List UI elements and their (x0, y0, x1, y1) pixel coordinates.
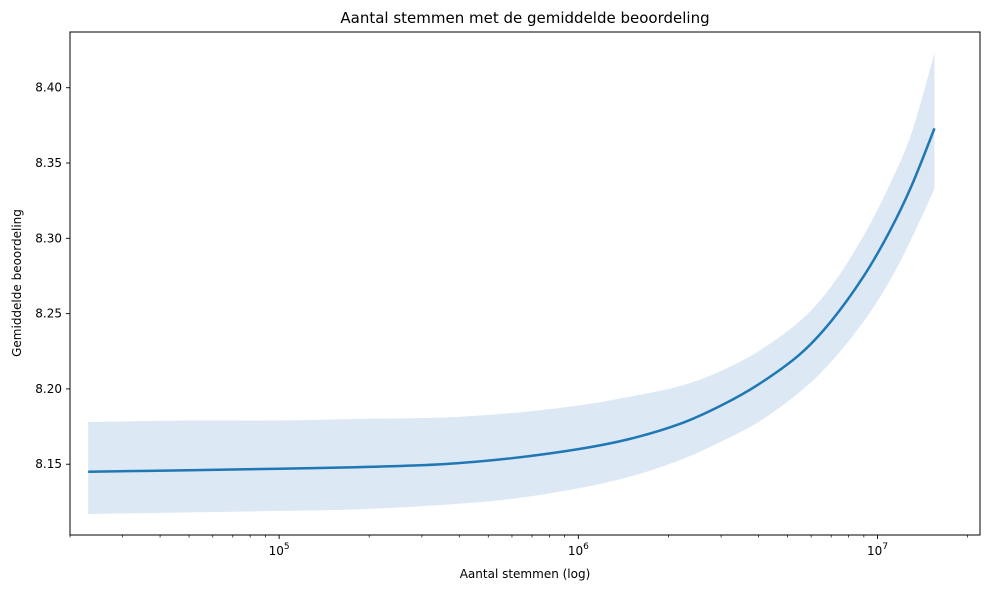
chart-title: Aantal stemmen met de gemiddelde beoorde… (340, 9, 709, 27)
x-tick-label: 105 (269, 542, 290, 558)
y-tick-label: 8.25 (35, 307, 62, 321)
y-axis-label: Gemiddelde beoordeling (10, 209, 24, 357)
x-tick-label: 106 (568, 542, 589, 558)
y-axis: 8.15 8.20 8.25 8.30 8.35 8.40 (35, 81, 70, 471)
x-tick-label: 107 (867, 542, 888, 558)
y-tick-label: 8.20 (35, 382, 62, 396)
y-tick-label: 8.30 (35, 231, 62, 245)
series-line (88, 127, 936, 473)
plot-area (88, 53, 936, 514)
plot-frame (69, 31, 981, 536)
y-tick-label: 8.15 (35, 457, 62, 471)
y-tick-label: 8.40 (35, 81, 62, 95)
y-tick-label: 8.35 (35, 156, 62, 170)
x-axis: 105 106 107 (69, 535, 968, 558)
confidence-band (88, 53, 935, 514)
x-axis-label: Aantal stemmen (log) (460, 567, 591, 581)
